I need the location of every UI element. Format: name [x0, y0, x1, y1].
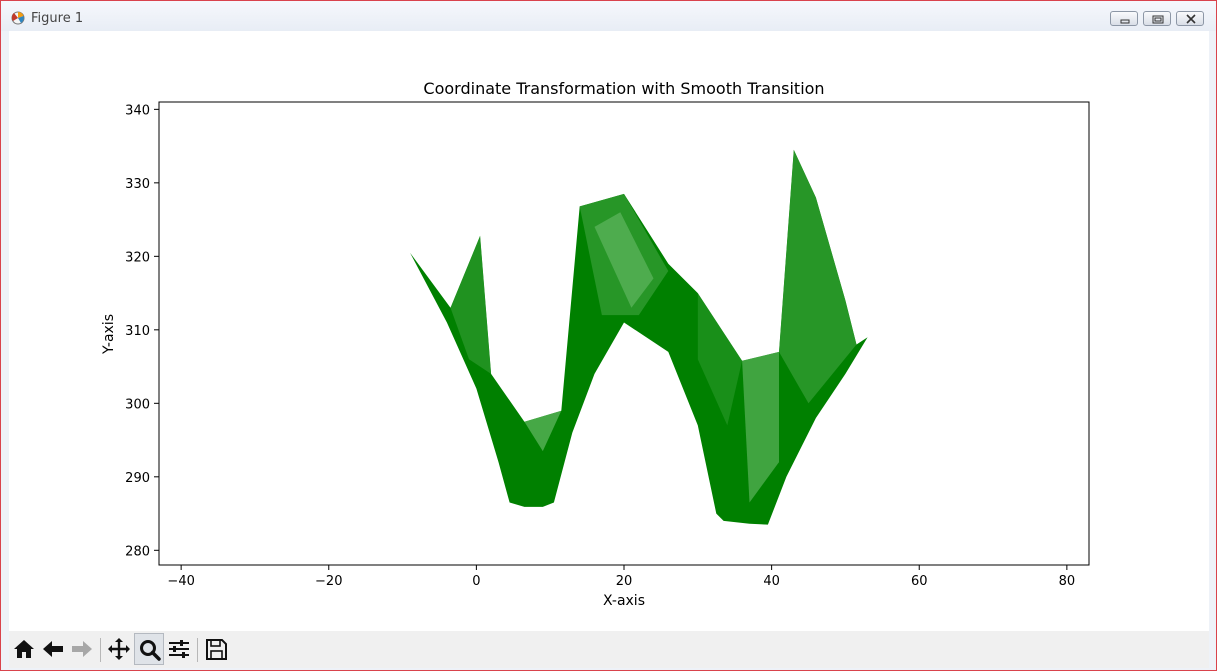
y-tick-label: 330 [125, 177, 150, 192]
x-tick-label: −40 [167, 574, 194, 589]
title-bar[interactable]: Figure 1 [1, 1, 1216, 31]
back-icon [43, 641, 63, 657]
maximize-button[interactable] [1143, 11, 1171, 26]
axes-frame [158, 101, 1090, 566]
x-tick-label: 60 [911, 574, 928, 589]
y-tick-label: 340 [125, 103, 150, 118]
pan-button[interactable] [104, 633, 134, 665]
figure-canvas[interactable]: Coordinate Transformation with Smooth Tr… [9, 31, 1209, 631]
minimize-button[interactable] [1110, 11, 1138, 26]
x-tick-label: 80 [1059, 574, 1076, 589]
band-shading [450, 149, 857, 503]
x-tick-label: 0 [472, 574, 480, 589]
restore-icon [1152, 15, 1164, 24]
save-button[interactable] [201, 633, 231, 665]
app-icon [11, 10, 25, 25]
data-region [410, 149, 868, 525]
close-icon [1186, 14, 1196, 24]
back-button[interactable] [38, 633, 68, 665]
plot-area: Coordinate Transformation with Smooth Tr… [101, 79, 1090, 609]
pan-icon [108, 638, 130, 660]
zoom-button[interactable] [134, 633, 164, 665]
x-tick-label: −20 [315, 574, 342, 589]
shading-patch [779, 149, 857, 404]
navigation-toolbar [9, 631, 1209, 668]
y-axis-label: Y-axis [101, 314, 117, 355]
shading-patch [450, 235, 492, 374]
y-tick-label: 300 [125, 397, 150, 412]
configure-subplots-button[interactable] [164, 633, 194, 665]
x-tick-label: 40 [763, 574, 780, 589]
forward-button[interactable] [67, 633, 97, 665]
shading-patch [524, 410, 562, 452]
shading-patch [579, 193, 669, 316]
x-axis: −40 −20 0 20 40 60 80 [167, 565, 1075, 589]
window-title: Figure 1 [31, 11, 84, 26]
x-axis-label: X-axis [603, 593, 645, 609]
shading-patch [697, 293, 743, 426]
y-tick-label: 290 [125, 471, 150, 486]
home-icon [14, 640, 34, 658]
y-axis: 280 290 300 310 320 330 340 [125, 103, 159, 559]
save-icon [206, 639, 227, 660]
subplots-icon [169, 640, 189, 658]
y-tick-label: 320 [125, 250, 150, 265]
y-tick-label: 280 [125, 544, 150, 559]
toolbar-separator [197, 638, 198, 662]
shading-patch [742, 351, 779, 503]
chart-title: Coordinate Transformation with Smooth Tr… [423, 79, 824, 98]
toolbar-separator [100, 638, 101, 662]
shading-patch [594, 212, 654, 308]
y-tick-label: 310 [125, 324, 150, 339]
forward-icon [72, 641, 92, 657]
x-tick-label: 20 [616, 574, 633, 589]
home-button[interactable] [9, 633, 39, 665]
minimize-icon [1120, 19, 1130, 24]
zoom-icon [140, 640, 161, 661]
close-button[interactable] [1176, 11, 1204, 26]
